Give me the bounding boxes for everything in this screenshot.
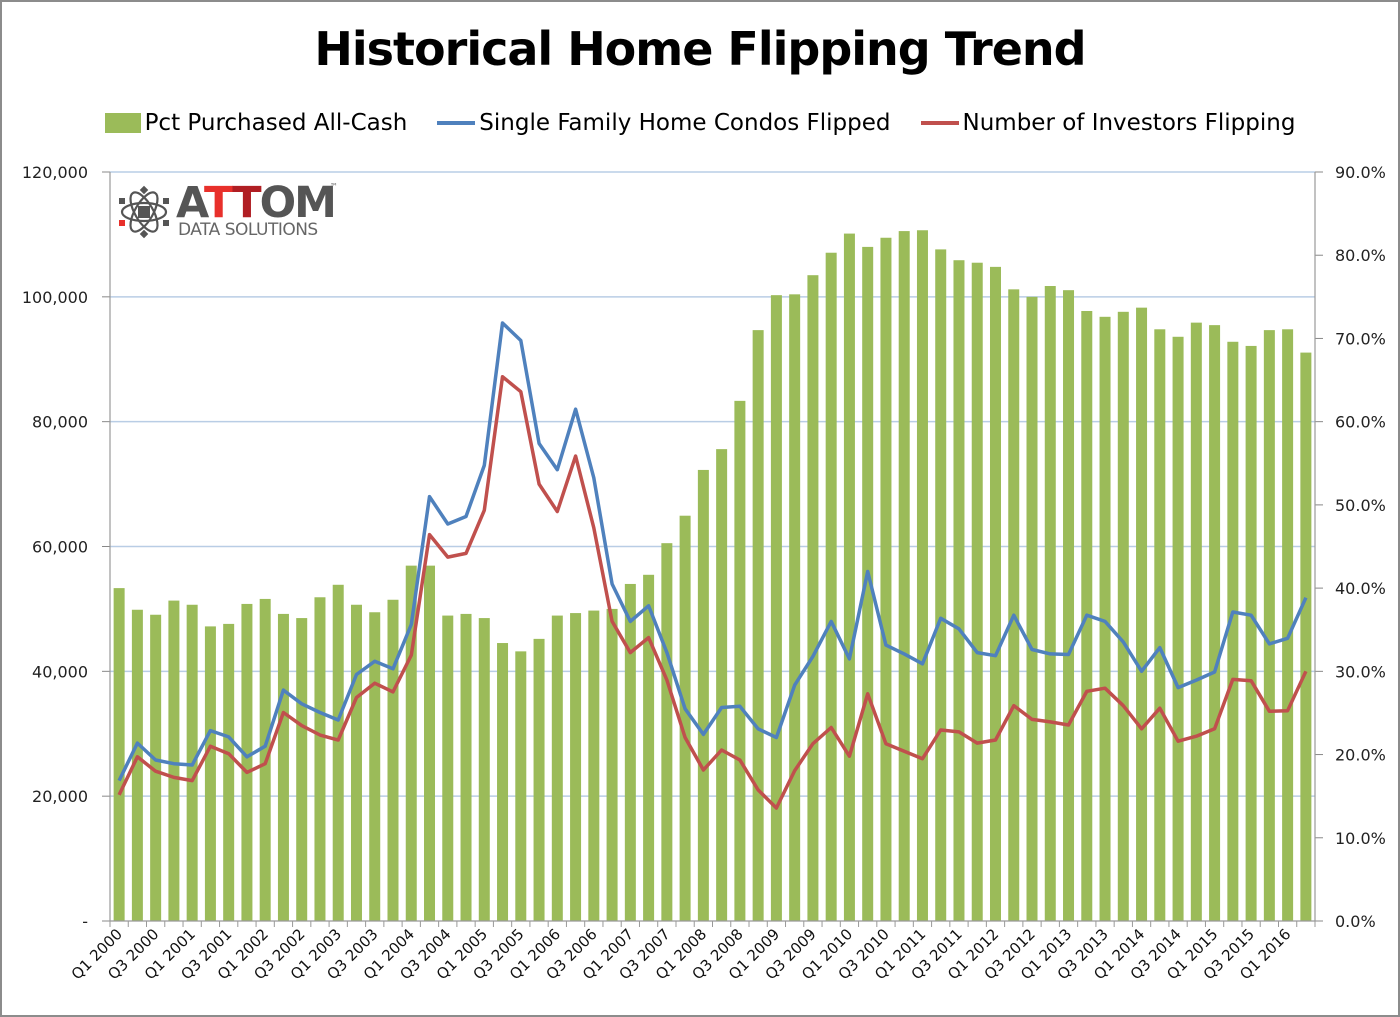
bar-all-cash — [989, 266, 1001, 922]
bar-all-cash — [1300, 352, 1312, 921]
right-axis-label: 70.0% — [1335, 329, 1386, 348]
bar-all-cash — [807, 275, 819, 921]
trademark-symbol: ™ — [330, 182, 338, 191]
attom-wordmark: ATTOM — [176, 178, 337, 228]
bar-all-cash — [1190, 322, 1202, 922]
bar-all-cash — [606, 608, 618, 921]
bar-all-cash — [442, 615, 454, 921]
right-axis-label: 20.0% — [1335, 746, 1386, 765]
bar-all-cash — [1282, 329, 1294, 921]
bar-all-cash — [1117, 311, 1129, 921]
bar-all-cash — [387, 599, 399, 921]
bar-all-cash — [204, 626, 216, 921]
bar-all-cash — [424, 565, 436, 921]
bar-all-cash — [880, 237, 892, 922]
bar-all-cash — [1154, 329, 1166, 921]
left-axis-label: 40,000 — [32, 662, 88, 681]
line-homes-flipped — [117, 321, 1308, 782]
left-axis-label: 120,000 — [22, 163, 88, 182]
left-axis-label: 60,000 — [32, 538, 88, 557]
chart-title: Historical Home Flipping Trend — [314, 22, 1086, 76]
legend-swatch-bar — [104, 113, 141, 133]
bar-all-cash — [1044, 286, 1056, 922]
bar-all-cash — [515, 651, 527, 921]
bar-all-cash — [716, 449, 728, 921]
bar-all-cash — [624, 583, 636, 921]
bar-all-cash — [825, 252, 837, 921]
bar-all-cash — [862, 246, 874, 921]
bar-all-cash — [223, 623, 235, 921]
bar-all-cash — [734, 400, 746, 922]
right-axis-label: 30.0% — [1335, 662, 1386, 681]
legend-swatch-line — [437, 121, 476, 125]
left-axis-label: 80,000 — [32, 413, 88, 432]
bar-all-cash — [277, 613, 289, 921]
attom-logo: ATTOM ™ DATA SOLUTIONS — [116, 178, 346, 242]
bar-all-cash — [1209, 325, 1221, 921]
right-axis-label: 40.0% — [1335, 579, 1386, 598]
bar-all-cash — [752, 330, 764, 922]
right-axis-label: 50.0% — [1335, 496, 1386, 515]
legend-swatch-line — [920, 121, 959, 125]
bar-all-cash — [588, 610, 600, 921]
bar-all-cash — [551, 615, 563, 921]
legend-item-all-cash: Pct Purchased All-Cash — [104, 110, 408, 136]
bar-all-cash — [296, 618, 308, 921]
bar-all-cash — [1172, 336, 1184, 921]
bar-all-cash — [971, 262, 983, 921]
bar-all-cash — [643, 574, 655, 921]
left-axis-label: 100,000 — [22, 288, 88, 307]
attom-atom-icon — [119, 185, 169, 239]
bar-all-cash — [1263, 330, 1275, 922]
bar-all-cash — [1136, 307, 1148, 921]
bar-all-cash — [1245, 345, 1257, 921]
right-axis-label: 0.0% — [1335, 912, 1376, 931]
bar-all-cash — [679, 515, 691, 921]
bar-all-cash — [314, 597, 326, 921]
bar-all-cash — [1026, 296, 1038, 921]
legend-item-homes-flipped: Single Family Home Condos Flipped — [437, 110, 891, 136]
bar-all-cash — [241, 603, 253, 921]
bar-all-cash — [935, 249, 947, 921]
bar-all-cash — [953, 260, 965, 921]
bar-all-cash — [789, 294, 801, 921]
bar-all-cash — [770, 295, 782, 921]
bar-all-cash — [570, 613, 582, 921]
legend-item-investors: Number of Investors Flipping — [920, 110, 1296, 136]
line-investors-flipping — [117, 374, 1308, 810]
bar-all-cash — [497, 643, 509, 921]
bar-all-cash — [405, 565, 417, 921]
legend-label: Pct Purchased All-Cash — [144, 110, 408, 136]
bar-all-cash — [478, 618, 490, 921]
bar-all-cash — [131, 609, 143, 921]
right-axis-label: 80.0% — [1335, 246, 1386, 265]
right-axis-label: 90.0% — [1335, 163, 1386, 182]
bar-all-cash — [661, 543, 673, 921]
bar-all-cash — [113, 588, 125, 921]
bar-all-cash — [697, 469, 709, 921]
right-axis-label: 60.0% — [1335, 413, 1386, 432]
bar-all-cash — [916, 230, 928, 921]
left-axis-label: 20,000 — [32, 787, 88, 806]
right-axis-label: 10.0% — [1335, 829, 1386, 848]
bar-all-cash — [369, 612, 381, 921]
bar-all-cash — [533, 638, 545, 921]
chart-legend: Pct Purchased All-Cash Single Family Hom… — [0, 110, 1400, 136]
legend-label: Number of Investors Flipping — [962, 110, 1296, 136]
bar-all-cash — [150, 614, 162, 921]
bar-all-cash — [460, 613, 472, 921]
bar-all-cash — [350, 604, 362, 921]
attom-subtitle: DATA SOLUTIONS — [178, 220, 318, 240]
bar-all-cash — [332, 584, 344, 921]
bar-all-cash — [1099, 316, 1111, 922]
bar-all-cash — [1008, 289, 1020, 921]
bar-all-cash — [168, 600, 180, 921]
bar-all-cash — [843, 233, 855, 921]
bar-all-cash — [1063, 290, 1075, 922]
left-axis-label: - — [82, 912, 88, 931]
bar-all-cash — [1227, 341, 1239, 922]
legend-label: Single Family Home Condos Flipped — [479, 110, 891, 136]
bar-all-cash — [898, 231, 910, 922]
